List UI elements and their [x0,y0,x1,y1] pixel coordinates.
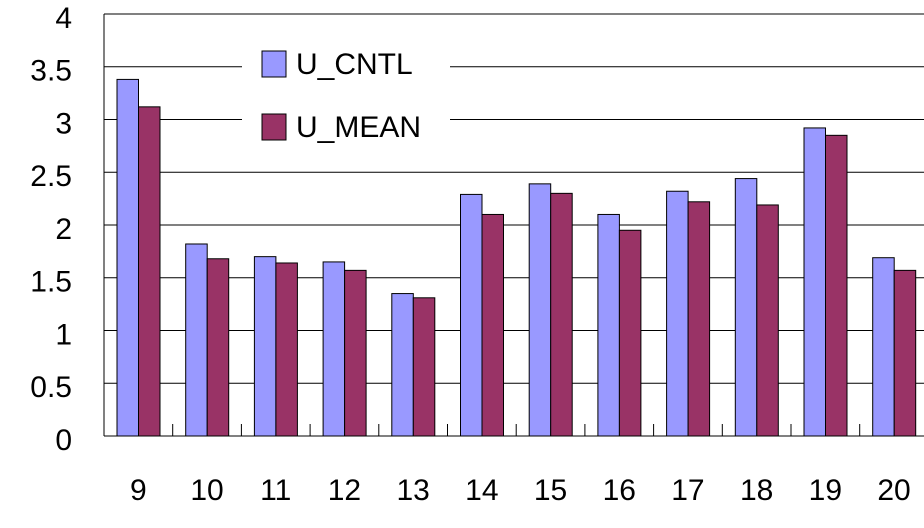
bar [756,204,779,437]
bar [666,190,689,437]
y-tick-label: 1 [55,318,72,351]
bar [460,193,483,437]
x-tick-label: 11 [260,474,291,507]
y-tick-label: 3.5 [30,55,72,88]
x-tick-label: 15 [534,474,567,507]
x-tick-label: 12 [328,474,361,507]
x-tick-label: 16 [603,474,636,507]
x-tick-label: 18 [740,474,773,507]
bar [803,127,826,437]
bar [275,262,298,437]
bar [391,293,414,437]
bar [116,78,139,437]
y-tick-label: 2.5 [30,160,72,193]
x-tick-label: 9 [130,474,147,507]
y-tick-label: 2 [55,213,72,246]
bar [872,257,895,437]
bar [481,213,504,437]
bar [618,229,642,437]
legend-swatch [261,50,287,78]
x-tick-label: 10 [190,474,223,507]
bar [825,134,848,437]
x-tick-label: 20 [877,474,910,507]
bar [185,243,208,437]
y-tick-label: 4 [55,2,72,35]
bar [206,258,230,437]
legend-label: U_MEAN [296,111,421,144]
y-tick-label: 0 [55,424,72,457]
bar [550,192,573,437]
y-tick-label: 1.5 [30,266,72,299]
bar [893,269,917,437]
bar [687,201,711,437]
bar [344,269,367,437]
y-tick-label: 3 [55,107,72,140]
y-tick-label: 0.5 [30,371,72,404]
bar [253,256,277,437]
x-tick-label: 19 [809,474,842,507]
bar [322,261,346,437]
bar [734,178,758,437]
legend-label: U_CNTL [296,48,413,81]
bar [412,297,436,437]
x-tick-label: 17 [671,474,704,507]
legend-swatch [261,113,287,141]
bar [597,213,620,437]
x-tick-label: 13 [396,474,429,507]
bar [138,106,161,437]
bar [528,183,552,437]
x-tick-label: 14 [465,474,498,507]
